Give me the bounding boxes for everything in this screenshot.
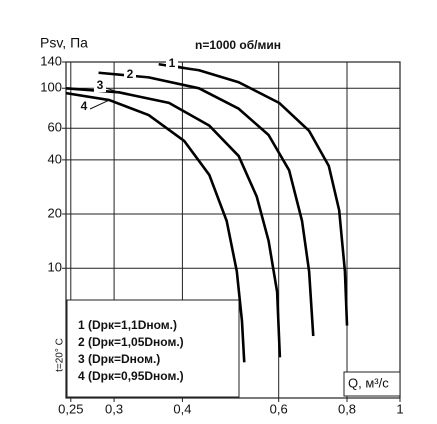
x-tick-label: 0,25 xyxy=(58,401,83,416)
curve xyxy=(65,91,246,363)
y-tick-label: 40 xyxy=(48,151,62,166)
x-tick-label: 0,4 xyxy=(173,401,191,416)
x-tick-label: 0,3 xyxy=(105,401,123,416)
leader-line xyxy=(177,65,200,71)
curve xyxy=(158,62,349,326)
series-label: 4 xyxy=(81,99,88,113)
legend-box xyxy=(66,299,240,398)
x-label-bg xyxy=(343,371,401,397)
legend-entry: 3 (Dрк=Dном.) xyxy=(78,352,160,366)
legend-entry: 4 (Dрк=0,95Dном.) xyxy=(78,369,184,383)
x-tick-label: 1 xyxy=(396,401,403,416)
note: t=20° C xyxy=(55,338,66,372)
series-label: 2 xyxy=(127,67,134,81)
y-tick-label: 100 xyxy=(40,80,62,95)
chart-title: n=1000 об/мин xyxy=(195,38,281,52)
curve xyxy=(65,86,282,358)
leader-line xyxy=(105,87,119,93)
y-tick-label: 10 xyxy=(48,260,62,275)
series-label-bg xyxy=(78,100,90,113)
y-tick-label: 20 xyxy=(48,205,62,220)
series-label-bg xyxy=(124,68,136,81)
y-axis-label: Psv, Па xyxy=(40,35,88,51)
curve xyxy=(98,71,315,337)
series-label-bg xyxy=(166,57,178,70)
x-axis-label: Q, м³/с xyxy=(348,375,389,390)
legend-entry: 2 (Dрк=1,05Dном.) xyxy=(78,335,184,349)
series-label-bg xyxy=(94,79,106,92)
series-label: 3 xyxy=(97,78,104,92)
y-tick-label: 60 xyxy=(48,120,62,135)
x-tick-label: 0,6 xyxy=(270,401,288,416)
x-tick-label: 0,8 xyxy=(338,401,356,416)
leader-line xyxy=(89,99,110,110)
y-tick-label: 140 xyxy=(40,53,62,68)
legend-entry: 1 (Dрк=1,1Dном.) xyxy=(78,318,177,332)
series-label: 1 xyxy=(169,56,176,70)
